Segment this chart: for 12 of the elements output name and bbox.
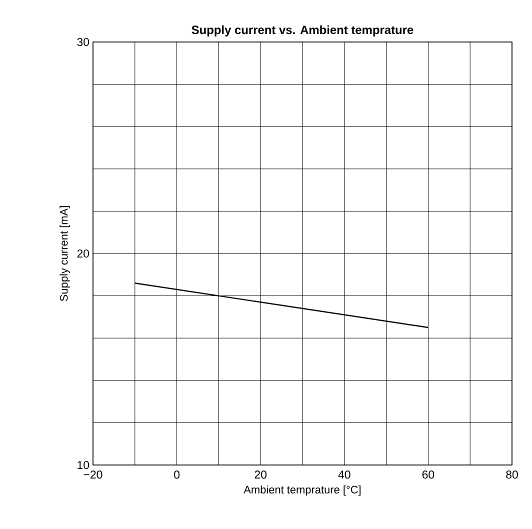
chart-title: Supply current vs. Ambient temprature bbox=[192, 25, 414, 36]
y-axis-title: Supply current [mA] bbox=[60, 206, 70, 302]
x-tick-label: 60 bbox=[422, 470, 434, 479]
x-tick-label: 80 bbox=[506, 470, 518, 479]
y-tick-label: 10 bbox=[78, 460, 90, 470]
x-axis-title: Ambient temprature [°C] bbox=[244, 485, 361, 496]
x-tick-label: 20 bbox=[254, 470, 267, 479]
x-tick-label: 40 bbox=[338, 470, 350, 479]
x-tick-label: −20 bbox=[84, 470, 102, 479]
y-tick-label: 30 bbox=[77, 38, 90, 46]
y-tick-label: 20 bbox=[77, 249, 90, 258]
x-tick-label: 0 bbox=[174, 470, 180, 479]
